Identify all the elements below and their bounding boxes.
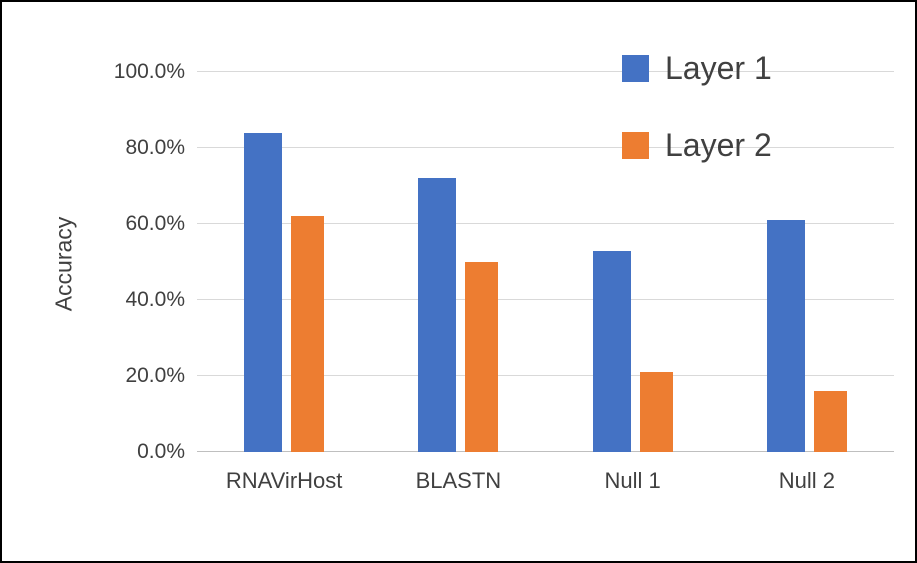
legend-label-layer-2: Layer 2 [665, 127, 772, 163]
bar-group-null-2 [720, 72, 894, 452]
gridline [197, 223, 894, 224]
y-tick-label: 60.0% [125, 212, 185, 235]
x-axis-labels: RNAVirHost BLASTN Null 1 Null 2 [197, 468, 894, 498]
legend-item-layer-1: Layer 1 [622, 50, 772, 87]
y-tick-label: 80.0% [125, 136, 185, 159]
plot-area [197, 71, 894, 452]
gridline [197, 375, 894, 376]
bar-layer-1-rnavirhost [244, 132, 283, 452]
bar-layer-2-null-2 [813, 391, 847, 452]
x-axis-label-blastn: BLASTN [415, 468, 502, 493]
bar-group-rnavirhost [197, 72, 371, 452]
legend-swatch-layer-1 [622, 55, 649, 82]
bar-layer-1-blastn [418, 178, 457, 452]
bar-group-null-1 [546, 72, 720, 452]
legend: Layer 1 Layer 2 [622, 50, 772, 204]
x-axis-label-null-2: Null 2 [778, 468, 835, 493]
bar-layer-2-null-1 [639, 372, 673, 452]
y-axis-ticks: 0.0% 20.0% 40.0% 60.0% 80.0% 100.0% [2, 2, 185, 561]
bar-layer-2-rnavirhost [291, 216, 325, 452]
legend-item-layer-2: Layer 2 [622, 127, 772, 164]
y-tick-label: 20.0% [125, 364, 185, 387]
gridline [197, 147, 894, 148]
x-axis-line [197, 451, 894, 452]
legend-label-layer-1: Layer 1 [665, 50, 772, 86]
x-axis-label-null-1: Null 1 [604, 468, 661, 493]
bar-group-blastn [371, 72, 545, 452]
gridline [197, 71, 894, 72]
gridline [197, 299, 894, 300]
bar-layer-2-blastn [465, 262, 499, 452]
y-tick-label: 100.0% [113, 60, 185, 83]
y-tick-label: 40.0% [125, 288, 185, 311]
legend-swatch-layer-2 [622, 132, 649, 159]
x-axis-label-rnavirhost: RNAVirHost [225, 468, 343, 493]
bar-layer-1-null-2 [766, 220, 805, 452]
y-tick-label: 0.0% [137, 440, 185, 463]
bar-layer-1-null-1 [592, 250, 631, 452]
